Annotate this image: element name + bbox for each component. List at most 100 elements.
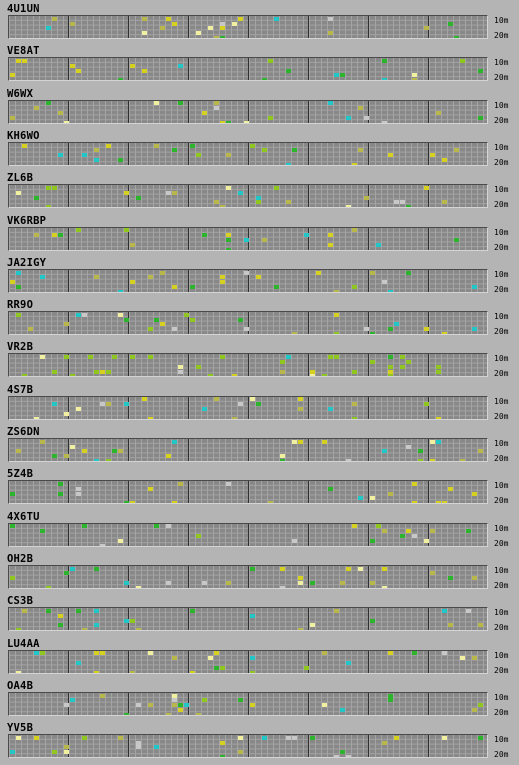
signal-cell (250, 703, 255, 708)
station-row: 4X6TU 10m 20m (0, 508, 519, 550)
signal-cell (130, 670, 135, 673)
signal-cell (94, 275, 99, 280)
propagation-grid (8, 564, 488, 589)
signal-cell (454, 36, 459, 38)
hour-divider (128, 58, 129, 81)
hour-divider (368, 481, 369, 504)
band-label-10m: 10m (494, 142, 509, 152)
hour-divider (68, 354, 69, 377)
signal-cell (208, 656, 213, 661)
band-label-20m: 20m (494, 369, 509, 379)
signal-cell (352, 284, 357, 289)
hour-divider (248, 269, 249, 292)
signal-cell (442, 200, 447, 205)
band-label-20m: 20m (494, 327, 509, 337)
station-row: VK6RBP 10m 20m (0, 212, 519, 254)
signal-cell (460, 59, 465, 64)
signal-cell (292, 332, 297, 335)
signal-cell (466, 608, 471, 613)
signal-cell (40, 355, 45, 360)
signal-cell (46, 205, 51, 208)
signal-cell (364, 195, 369, 200)
signal-cell (130, 618, 135, 623)
signal-cell (178, 63, 183, 68)
signal-cell (100, 651, 105, 656)
signal-cell (142, 397, 147, 402)
hour-divider (308, 312, 309, 335)
signal-cell (76, 68, 81, 73)
signal-cell (382, 78, 387, 81)
signal-cell (22, 374, 27, 377)
hour-divider (248, 608, 249, 631)
hour-divider (428, 608, 429, 631)
station-row: 5Z4B 10m 20m (0, 465, 519, 507)
hour-divider (368, 227, 369, 250)
signal-cell (100, 693, 105, 698)
signal-cell (346, 566, 351, 571)
signal-cell (436, 364, 441, 369)
signal-cell (172, 327, 177, 332)
signal-cell (478, 735, 483, 740)
band-label-20m: 20m (494, 284, 509, 294)
station-callsign: 4X6TU (7, 510, 40, 523)
signal-cell (262, 237, 267, 242)
signal-cell (196, 31, 201, 36)
signal-cell (280, 585, 285, 588)
signal-cell (412, 482, 417, 487)
signal-cell (124, 618, 129, 623)
signal-cell (124, 228, 129, 233)
signal-cell (64, 120, 69, 123)
signal-cell (388, 698, 393, 703)
signal-cell (148, 327, 153, 332)
propagation-grid (8, 480, 488, 505)
signal-cell (160, 270, 165, 275)
signal-cell (400, 533, 405, 538)
signal-cell (88, 355, 93, 360)
hour-divider (428, 396, 429, 419)
signal-cell (388, 153, 393, 158)
signal-cell (286, 68, 291, 73)
signal-cell (142, 31, 147, 36)
signal-cell (46, 185, 51, 190)
station-callsign: VK6RBP (7, 214, 47, 227)
signal-cell (160, 322, 165, 327)
signal-cell (304, 665, 309, 670)
signal-cell (256, 200, 261, 205)
signal-cell (16, 190, 21, 195)
hour-divider (188, 227, 189, 250)
signal-cell (322, 439, 327, 444)
band-label-10m: 10m (494, 439, 509, 448)
signal-cell (238, 317, 243, 322)
signal-cell (286, 162, 291, 165)
hour-divider (428, 565, 429, 588)
signal-cell (220, 740, 225, 745)
band-label-10m: 10m (494, 650, 509, 660)
signal-cell (268, 59, 273, 64)
signal-cell (382, 120, 387, 123)
hour-divider (428, 481, 429, 504)
signal-cell (124, 402, 129, 407)
signal-cell (64, 322, 69, 327)
signal-cell (364, 327, 369, 332)
signal-cell (136, 740, 141, 745)
station-row: OA4B 10m 20m (0, 677, 519, 719)
signal-cell (106, 459, 111, 461)
signal-cell (286, 200, 291, 205)
signal-cell (262, 148, 267, 153)
signal-cell (442, 158, 447, 163)
signal-cell (436, 369, 441, 374)
signal-cell (124, 712, 129, 715)
signal-cell (388, 491, 393, 496)
hour-divider (248, 439, 249, 461)
signal-cell (100, 543, 105, 546)
signal-cell (430, 459, 435, 461)
signal-cell (94, 148, 99, 153)
signal-cell (394, 200, 399, 205)
signal-cell (100, 369, 105, 374)
signal-cell (166, 16, 171, 21)
signal-cell (478, 115, 483, 120)
signal-cell (178, 703, 183, 708)
hour-divider (308, 269, 309, 292)
signal-cell (298, 397, 303, 402)
hour-divider (128, 16, 129, 38)
